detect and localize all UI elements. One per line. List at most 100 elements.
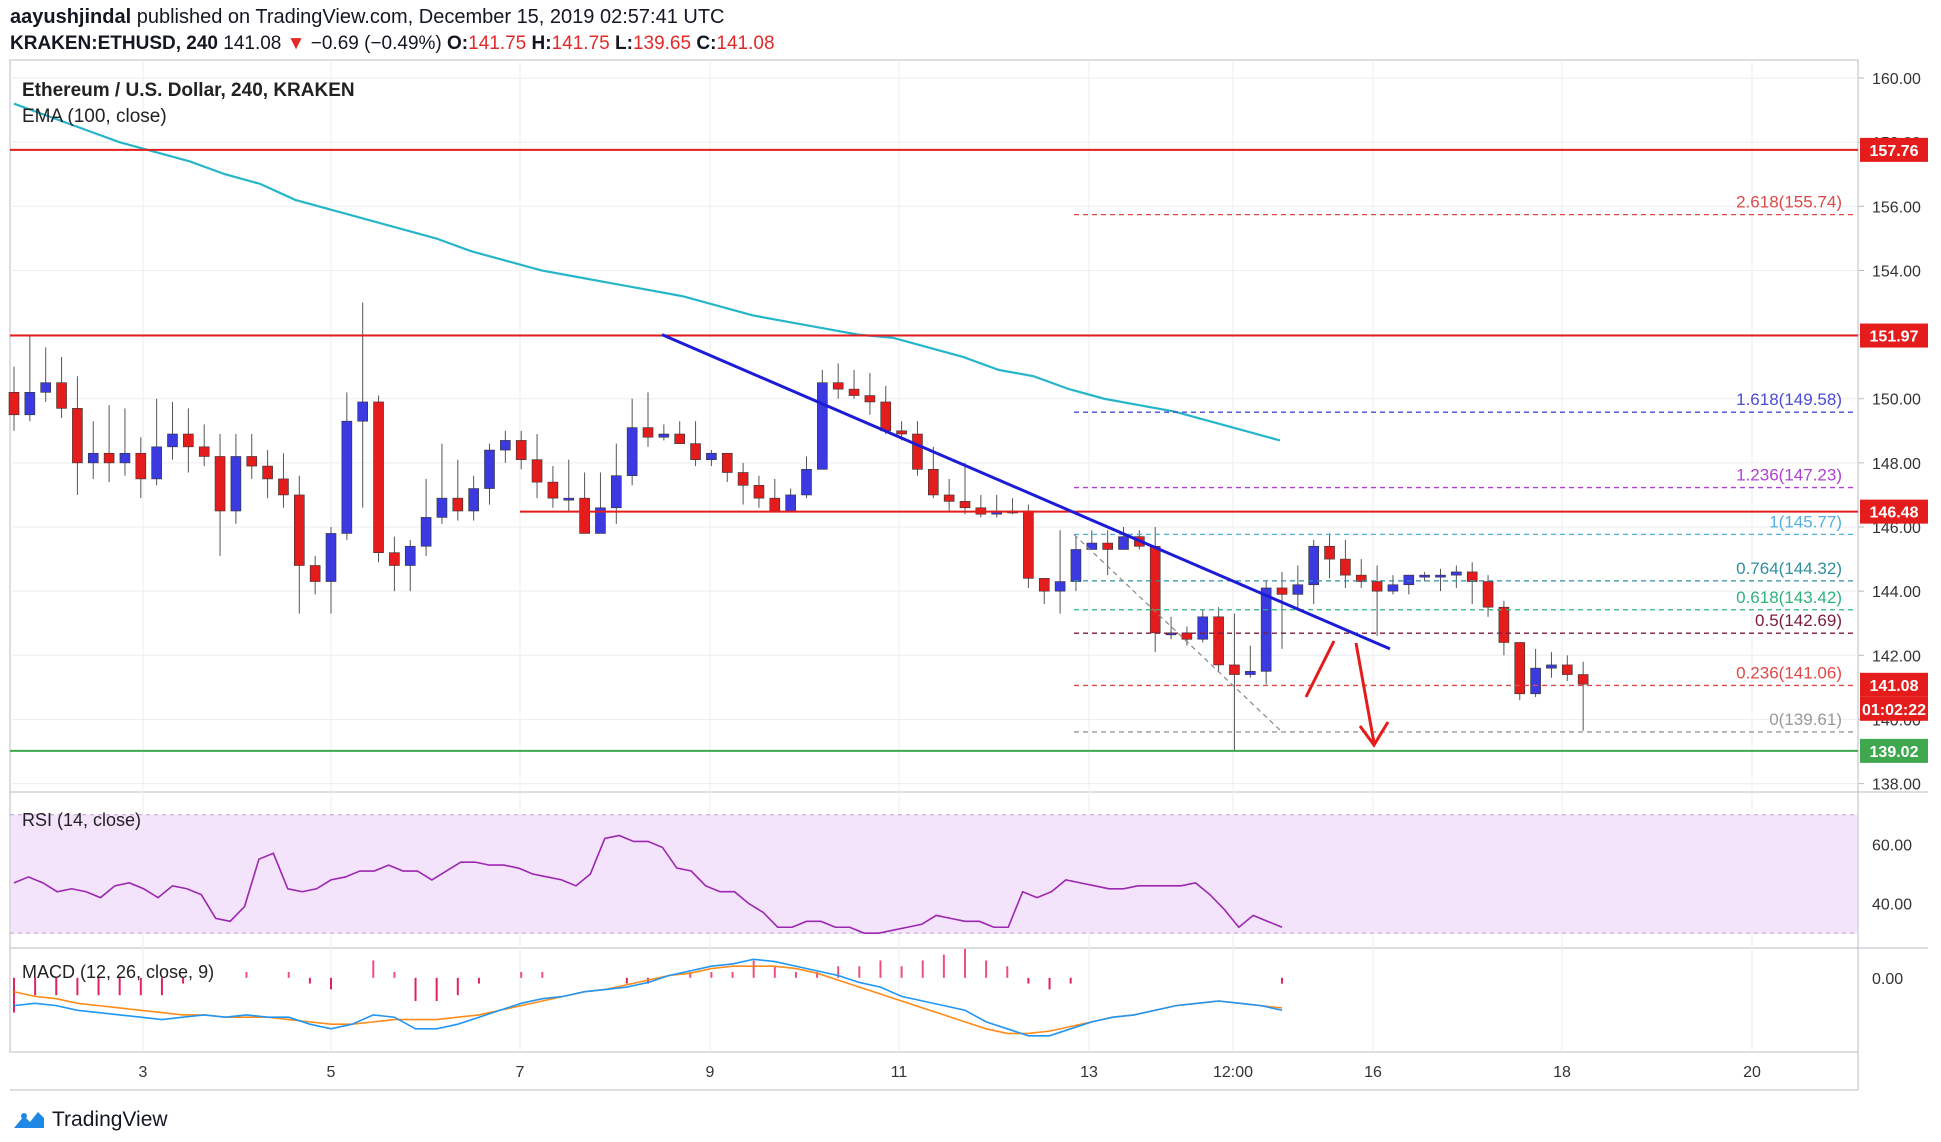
- candle-body: [515, 440, 527, 460]
- candle-body: [373, 401, 384, 553]
- candle-body: [769, 497, 781, 512]
- fib-level-label: 0.5(142.69): [1755, 611, 1842, 630]
- candle-body: [1419, 574, 1430, 578]
- candle-body: [135, 452, 147, 480]
- candle-body: [1562, 664, 1573, 675]
- candle-body: [72, 408, 83, 464]
- level-tag-label: 151.97: [1870, 329, 1919, 346]
- countdown-tag: [1860, 696, 1928, 721]
- countdown-label: 01:02:22: [1862, 702, 1926, 719]
- author-name[interactable]: aayushjindal: [10, 6, 132, 28]
- level-tag: [1860, 499, 1928, 524]
- arrow-head-icon: [1358, 721, 1390, 748]
- fib-level-label: 0.236(141.06): [1736, 663, 1842, 682]
- open-value: 141.75: [468, 33, 527, 54]
- candle-body: [1197, 616, 1209, 640]
- y-tick-label: 142.00: [1872, 648, 1921, 665]
- candle-body: [404, 545, 416, 566]
- candle-body: [436, 497, 448, 518]
- candle-body: [690, 443, 701, 460]
- candle-body: [420, 517, 432, 547]
- candle-body: [119, 452, 131, 464]
- candle-body: [230, 456, 242, 512]
- candle-body: [1038, 578, 1050, 592]
- rsi-line: [13, 834, 1283, 934]
- close-value: 141.08: [716, 33, 775, 54]
- y-tick-label: 144.00: [1872, 584, 1921, 601]
- level-tag: [1860, 323, 1928, 348]
- rsi-tick-label: 60.00: [1872, 837, 1912, 854]
- candle-body: [864, 395, 876, 403]
- ema-line: [13, 102, 1281, 442]
- projection-down-arrow: [1354, 642, 1376, 744]
- candle-body: [389, 552, 400, 566]
- level-tag: [1860, 738, 1928, 763]
- x-tick-label: 7: [516, 1064, 525, 1081]
- fib-anchor-line: [1073, 533, 1283, 733]
- candle-body: [1118, 536, 1129, 550]
- candle-body: [912, 433, 923, 470]
- rsi-tick-label: 40.00: [1872, 897, 1912, 914]
- candle-body: [1324, 545, 1335, 560]
- projection-up-arrow: [1304, 640, 1336, 698]
- candle-body: [24, 392, 36, 416]
- x-tick-label: 13: [1080, 1064, 1098, 1081]
- candle-body: [848, 388, 860, 396]
- y-tick-label: 154.00: [1872, 263, 1921, 280]
- fib-level-label: 0(139.61): [1769, 710, 1842, 729]
- candle-body: [500, 440, 511, 451]
- candle-body: [1023, 510, 1034, 579]
- x-tick-label: 20: [1743, 1064, 1761, 1081]
- macd-title: MACD (12, 26, close, 9): [22, 962, 214, 982]
- last-price-tag: [1860, 672, 1928, 697]
- candle-body: [1229, 664, 1240, 675]
- candle-body: [1102, 542, 1113, 550]
- candle-body: [1086, 542, 1098, 550]
- footer: TradingView: [12, 1108, 168, 1132]
- candle-body: [721, 452, 733, 473]
- candle-body: [1308, 545, 1319, 586]
- candle-body: [531, 459, 543, 483]
- candle-body: [262, 465, 273, 480]
- level-tag: [1860, 137, 1928, 162]
- x-tick-label: 3: [139, 1064, 148, 1081]
- candle-body: [103, 452, 115, 464]
- candle-body: [151, 446, 162, 480]
- candle-body: [87, 452, 99, 464]
- candle-body: [927, 468, 939, 496]
- candle-body: [40, 382, 52, 393]
- candle-body: [1213, 616, 1224, 666]
- down-arrow-icon: ▼: [286, 33, 306, 54]
- candle-body: [198, 446, 210, 457]
- candle-body: [785, 494, 796, 512]
- fib-level-label: 2.618(155.74): [1736, 193, 1842, 212]
- candle-body: [1498, 606, 1510, 643]
- candle-body: [642, 427, 654, 438]
- candle-body: [309, 565, 321, 582]
- y-tick-label: 148.00: [1872, 456, 1921, 473]
- close-label: C:: [696, 33, 717, 54]
- candle-body: [1245, 671, 1256, 675]
- candle-body: [278, 478, 289, 496]
- candle-body: [1292, 584, 1304, 595]
- candle-body: [880, 401, 892, 432]
- y-tick-label: 150.00: [1872, 392, 1921, 409]
- open-label: O:: [447, 33, 469, 54]
- brand-name[interactable]: TradingView: [52, 1108, 168, 1131]
- candle-body: [8, 392, 20, 416]
- candle-body: [706, 452, 717, 460]
- candle-body: [610, 475, 622, 509]
- bearish-trendline: [661, 333, 1391, 651]
- level-tag-label: 146.48: [1870, 505, 1919, 522]
- candle-body: [801, 468, 812, 496]
- candle-body: [468, 488, 479, 512]
- rsi-band: [11, 814, 1857, 934]
- x-tick-label: 12:00: [1213, 1064, 1253, 1081]
- candle-body: [1514, 642, 1526, 695]
- tradingview-logo-icon: [14, 1112, 44, 1128]
- candle-body: [737, 472, 749, 486]
- symbol-label[interactable]: KRAKEN:ETHUSD, 240: [10, 33, 218, 54]
- candle-body: [293, 494, 305, 566]
- fib-level-label: 0.764(144.32): [1736, 559, 1842, 578]
